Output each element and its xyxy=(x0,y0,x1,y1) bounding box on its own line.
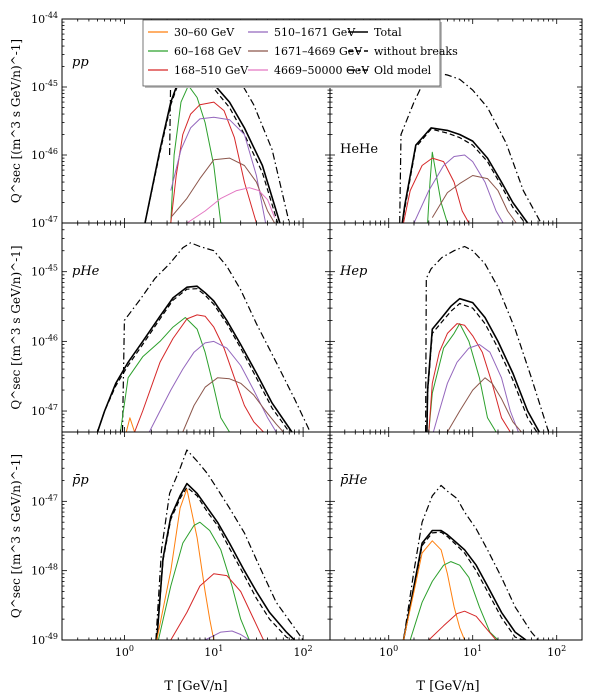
legend-entry-2: 168–510 GeV xyxy=(148,64,249,77)
x-tick-label: 100 xyxy=(379,644,398,659)
series-pbarp-4 xyxy=(157,521,250,640)
series-HeHe-4 xyxy=(403,157,470,223)
series-pbarp-0 xyxy=(156,482,296,640)
y-tick-label: 10-46 xyxy=(31,147,58,162)
panel-pp: 10-47 10-46 10-45 10-44 pp Q^sec [(m^3 s GeV/… xyxy=(9,11,331,230)
series-Hep-0 xyxy=(426,297,540,432)
series-pp-0 xyxy=(144,70,281,223)
series-pHe-5 xyxy=(134,314,264,432)
legend-entry-8: Old model xyxy=(348,64,432,77)
series-pp-7 xyxy=(186,187,276,223)
legend-box xyxy=(142,19,441,87)
y-axis-label: Q^sec [(m^3 s GeV/n)^-1] xyxy=(9,39,23,203)
series-Hep-2 xyxy=(425,245,550,432)
y-axis-label: Q^sec [(m^3 s GeV/n)^-1] xyxy=(9,454,23,618)
panel-label: pp xyxy=(72,55,89,70)
panel-label: p̄p xyxy=(72,473,89,488)
svg-text:1671–4669 GeV: 1671–4669 GeV xyxy=(274,45,363,58)
series-pHe-4 xyxy=(119,317,230,432)
series-pHe-0 xyxy=(96,285,293,432)
series-Hep-4 xyxy=(428,323,511,432)
series-pbarHe-3 xyxy=(403,540,466,640)
series-pHe-1 xyxy=(96,288,290,432)
x-axis-label-right: T [GeV/n] xyxy=(416,679,479,694)
series-pHe-7 xyxy=(182,377,284,432)
x-axis-label-left: T [GeV/n] xyxy=(164,679,227,694)
series-pbarp-5 xyxy=(170,573,264,640)
legend-entry-7: without breaks xyxy=(348,45,458,58)
legend-entry-0: 30–60 GeV xyxy=(148,26,235,39)
series-pp-5 xyxy=(170,116,267,223)
y-tick-label: 10-45 xyxy=(31,264,58,279)
y-tick-label: 10-47 xyxy=(31,493,58,508)
panel-pbarHe: 100 101 102 p̄He xyxy=(329,431,583,659)
series-Hep-3 xyxy=(428,323,497,432)
legend-entry-1: 60–168 GeV xyxy=(148,45,242,58)
y-tick-label: 10-47 xyxy=(31,403,58,418)
series-pHe-2 xyxy=(121,242,311,432)
panel-frame xyxy=(61,431,331,641)
series-pp-1 xyxy=(144,72,279,223)
series-pHe-6 xyxy=(148,340,277,432)
series-pbarHe-5 xyxy=(428,610,497,640)
series-pbarHe-1 xyxy=(402,531,524,640)
panel-frame xyxy=(329,431,583,641)
x-tick-label: 102 xyxy=(547,644,566,659)
y-axis-label: Q^sec [(m^3 s GeV/n)^-1] xyxy=(9,245,23,409)
legend-entry-6: Total xyxy=(348,26,402,39)
legend: 30–60 GeV 60–168 GeV 168–510 GeV 510–1671 G… xyxy=(142,19,458,88)
series-pbarp-3 xyxy=(156,488,215,640)
series-Hep-6 xyxy=(446,377,522,432)
series-Hep-1 xyxy=(426,302,538,432)
svg-text:60–168 GeV: 60–168 GeV xyxy=(174,45,242,58)
legend-entry-5: 4669–50000 GeV xyxy=(248,64,370,77)
svg-text:without breaks: without breaks xyxy=(374,45,458,58)
x-tick-label: 101 xyxy=(204,644,223,659)
x-tick-label: 100 xyxy=(115,644,134,659)
panel-label: Hep xyxy=(339,264,368,279)
series-HeHe-5 xyxy=(413,154,504,223)
x-tick-label: 102 xyxy=(294,644,313,659)
series-pbarp-2 xyxy=(155,449,304,640)
legend-entry-4: 1671–4669 GeV xyxy=(248,45,363,58)
y-tick-label: 10-46 xyxy=(31,333,58,348)
panel-pbarp: 10-49 10-48 10-47 100 101 102 p̄p Q^sec [(m^3 s… xyxy=(9,431,331,659)
series-HeHe-1 xyxy=(401,128,526,223)
series-pp-6 xyxy=(170,157,276,223)
series-pHe-3 xyxy=(125,417,136,432)
panel-label: HeHe xyxy=(340,142,378,157)
svg-text:510–1671 GeV: 510–1671 GeV xyxy=(274,26,356,39)
series-pp-3 xyxy=(170,85,222,223)
series-Hep-5 xyxy=(432,344,519,432)
series-pbarp-6 xyxy=(204,630,250,640)
panel-Hep: Hep xyxy=(329,222,583,433)
x-tick-label: 101 xyxy=(463,644,482,659)
panels-layer: 10-47 10-46 10-45 10-44 pp Q^sec [(m^3 s GeV/… xyxy=(9,11,583,659)
y-tick-label: 10-45 xyxy=(31,79,58,94)
svg-text:4669–50000 GeV: 4669–50000 GeV xyxy=(274,64,370,77)
series-pbarHe-2 xyxy=(402,484,539,640)
svg-text:30–60 GeV: 30–60 GeV xyxy=(174,26,235,39)
series-pbarHe-4 xyxy=(409,561,499,640)
y-tick-label: 10-48 xyxy=(31,563,58,578)
y-tick-label: 10-49 xyxy=(31,632,58,647)
svg-text:168–510 GeV: 168–510 GeV xyxy=(174,64,249,77)
svg-text:Total: Total xyxy=(374,26,402,39)
series-pbarHe-0 xyxy=(402,529,527,640)
series-HeHe-6 xyxy=(431,175,517,223)
panel-label: p̄He xyxy=(340,473,368,488)
series-HeHe-2 xyxy=(399,70,542,223)
panel-frame xyxy=(329,222,583,433)
series-pp-2 xyxy=(169,43,290,223)
y-tick-label: 10-47 xyxy=(31,215,58,230)
legend-entry-3: 510–1671 GeV xyxy=(248,26,356,39)
y-tick-label: 10-44 xyxy=(31,11,58,26)
panel-pHe: 10-47 10-46 10-45 pHe Q^sec [(m^3 s GeV/n)^-… xyxy=(9,222,331,433)
svg-text:Old model: Old model xyxy=(374,64,432,77)
panel-HeHe: HeHe xyxy=(329,18,583,224)
panel-label: pHe xyxy=(72,264,100,279)
series-HeHe-0 xyxy=(401,127,529,223)
